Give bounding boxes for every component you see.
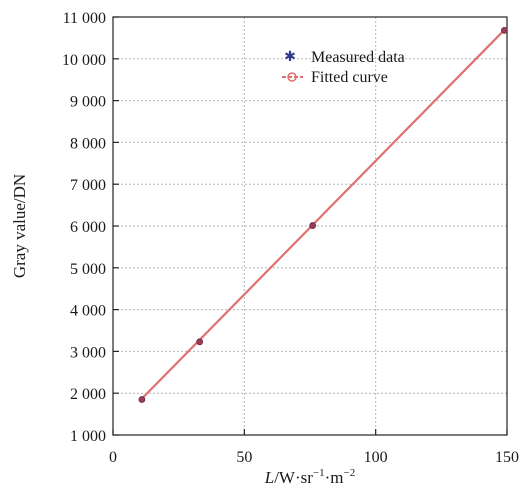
x-axis-label-sup2: −2 — [344, 467, 356, 479]
x-tick-label: 150 — [495, 449, 519, 466]
x-axis-label-sup1: −1 — [313, 467, 325, 479]
y-tick-label: 1 000 — [70, 428, 106, 445]
measured-data-point — [500, 26, 508, 34]
fitted-curve-line — [141, 29, 506, 400]
legend-measured-marker: ✱ — [284, 50, 296, 65]
y-tick-label: 9 000 — [70, 94, 106, 111]
measured-data-point — [138, 396, 146, 403]
y-tick-label: 11 000 — [63, 10, 106, 27]
legend-fitted-marker — [287, 72, 297, 82]
legend-measured-label: Measured data — [311, 49, 405, 66]
x-axis-label-rest: /W·sr — [274, 468, 313, 487]
x-tick-label: 0 — [109, 449, 117, 466]
series-layer — [138, 26, 508, 403]
y-tick-label: 10 000 — [62, 52, 106, 69]
y-axis-label: Gray value/DN — [10, 174, 29, 278]
tick-layer: 0 50 100 150 1 000 2 000 3 000 4 000 5 000 6 000 7… — [62, 10, 519, 466]
y-tick-label: 2 000 — [70, 386, 106, 403]
y-tick-label: 6 000 — [70, 219, 106, 236]
x-axis-label-var: L — [264, 468, 274, 487]
y-tick-label: 4 000 — [70, 303, 106, 320]
x-tick-label: 100 — [364, 449, 388, 466]
y-tick-label: 3 000 — [70, 344, 106, 361]
x-axis-label-mid: ·m — [325, 468, 344, 487]
y-tick-label: 7 000 — [70, 177, 106, 194]
x-tick-label: 50 — [236, 449, 252, 466]
x-axis-label: L/W·sr−1·m−2 — [264, 467, 356, 487]
y-tick-label: 5 000 — [70, 261, 106, 278]
legend-fitted-label: Fitted curve — [311, 69, 388, 86]
measured-data-point — [196, 338, 204, 346]
measured-data-point — [309, 222, 317, 229]
legend: ✱ Measured data Fitted curve — [282, 49, 405, 86]
y-tick-label: 8 000 — [70, 135, 106, 152]
